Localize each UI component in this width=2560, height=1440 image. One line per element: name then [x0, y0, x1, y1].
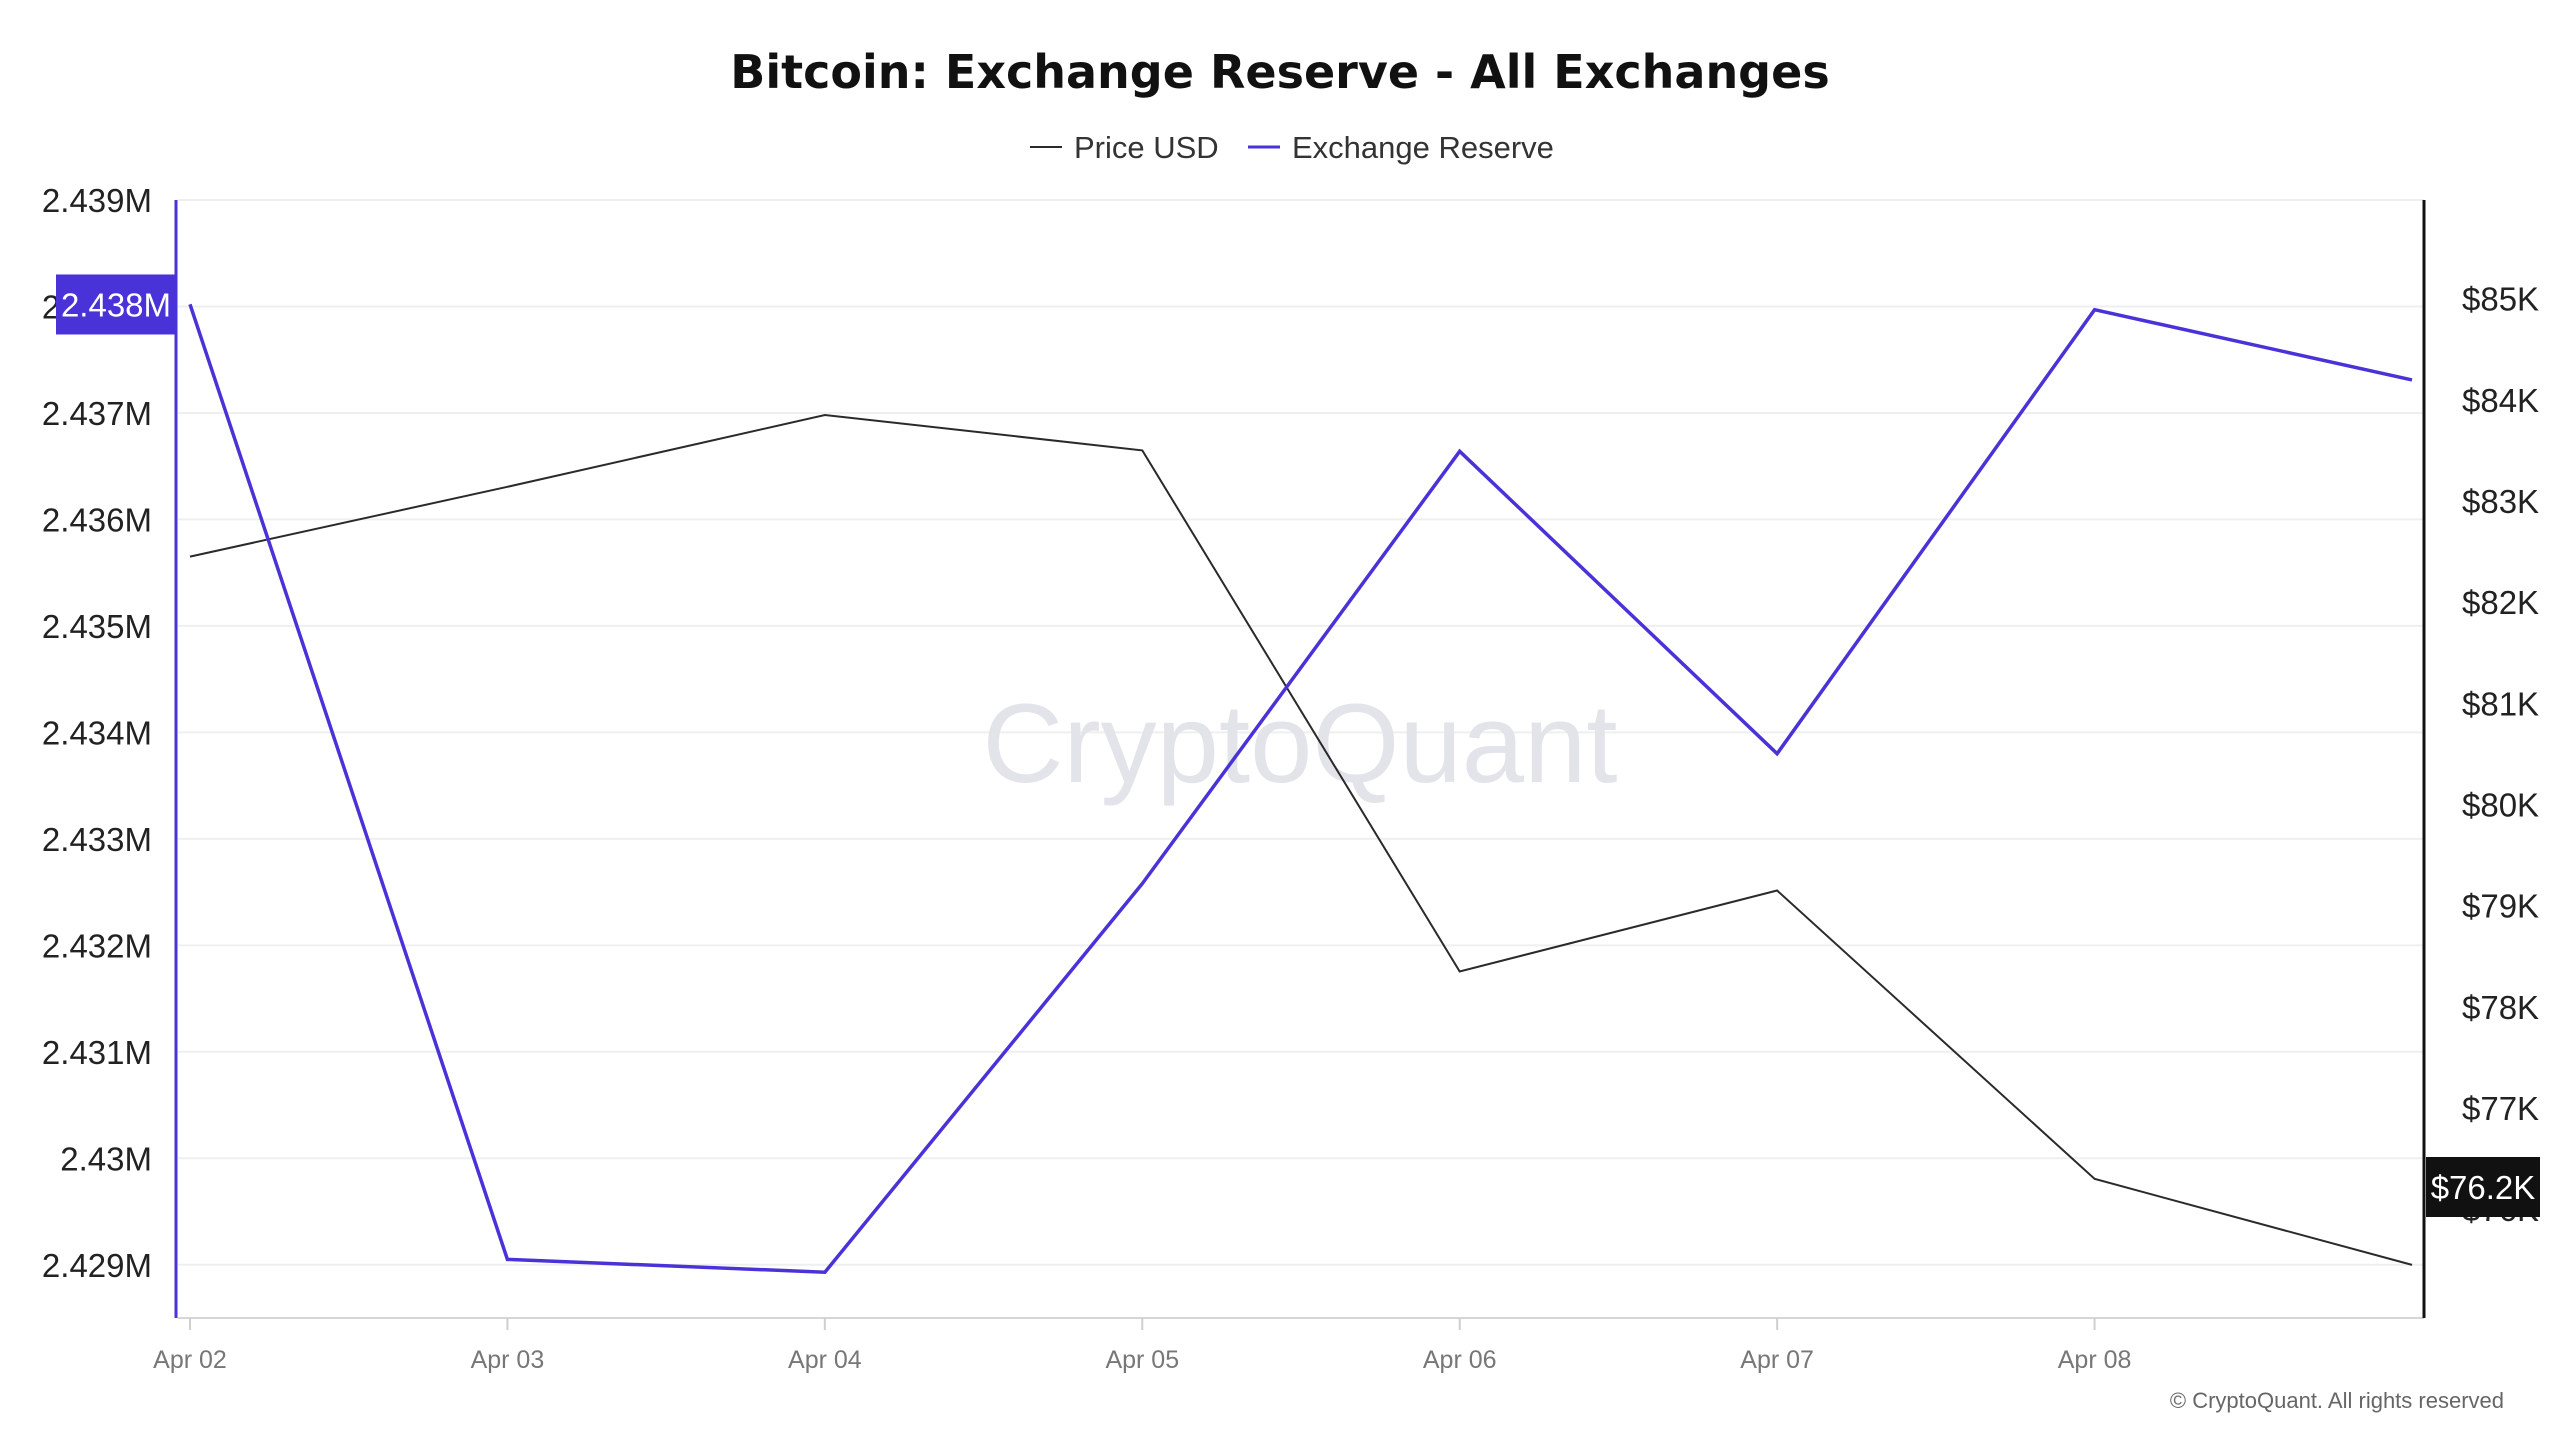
price-point[interactable] [1136, 444, 1148, 456]
x-tick-label: Apr 06 [1423, 1346, 1497, 1374]
left-tick-label: 2.431M [42, 1034, 152, 1071]
price-point[interactable] [2406, 1259, 2418, 1271]
right-tick-label: $79K [2462, 888, 2539, 925]
legend-reserve-label[interactable]: Exchange Reserve [1292, 130, 1554, 165]
right-value-marker [2426, 1157, 2540, 1217]
grid [178, 199, 2424, 1266]
reserve-point[interactable] [184, 298, 196, 310]
reserve-point[interactable] [1771, 748, 1783, 760]
right-value-marker-label: $76.2K [2431, 1169, 2536, 1206]
price-point[interactable] [1454, 966, 1466, 978]
left-tick-label: 2.439M [42, 182, 152, 219]
price-point[interactable] [819, 409, 831, 421]
right-tick-label: $78K [2462, 989, 2539, 1026]
reserve-point[interactable] [2089, 304, 2101, 316]
right-tick-label: $82K [2462, 584, 2539, 621]
right-tick-label: $77K [2462, 1090, 2539, 1127]
watermark: CryptoQuant [983, 681, 1618, 806]
right-tick-label: $80K [2462, 787, 2539, 824]
reserve-point[interactable] [819, 1266, 831, 1278]
price-usd-line[interactable] [189, 413, 2413, 1266]
price-point[interactable] [184, 551, 196, 563]
left-y-axis: 2.429M 2.43M 2.431M 2.432M 2.433M 2.434M 2.435… [42, 182, 178, 1318]
x-tick-label: Apr 07 [1740, 1346, 1814, 1374]
left-tick-label: 2.429M [42, 1247, 152, 1284]
right-tick-label: $81K [2462, 685, 2539, 722]
reserve-point[interactable] [501, 1253, 513, 1265]
left-tick-label: 2.436M [42, 501, 152, 538]
left-tick-label: 2.435M [42, 608, 152, 645]
x-tick-label: Apr 03 [471, 1346, 545, 1374]
copyright: © CryptoQuant. All rights reserved [2170, 1388, 2504, 1413]
price-point[interactable] [2089, 1173, 2101, 1185]
exchange-reserve-line[interactable] [188, 303, 2413, 1274]
right-tick-label: $83K [2462, 483, 2539, 520]
left-value-marker-label: 2.438M [61, 286, 171, 323]
x-tick-label: Apr 08 [2058, 1346, 2132, 1374]
left-tick-label: 2.437M [42, 395, 152, 432]
reserve-point[interactable] [2406, 374, 2418, 386]
left-tick-label: 2.433M [42, 821, 152, 858]
price-point[interactable] [1771, 885, 1783, 897]
x-tick-label: Apr 05 [1105, 1346, 1179, 1374]
x-axis: Apr 02 Apr 03 Apr 04 Apr 05 Apr 06 Apr 07 Apr … [153, 1317, 2424, 1374]
price-point[interactable] [501, 481, 513, 493]
left-tick-label: 2.43M [60, 1140, 152, 1177]
legend: Price USD Exchange Reserve [1030, 130, 1554, 165]
axis-markers: 2.438M $76.2K [56, 274, 2540, 1217]
right-tick-label: $85K [2462, 281, 2539, 318]
reserve-point[interactable] [1136, 878, 1148, 890]
x-tick-label: Apr 02 [153, 1346, 227, 1374]
x-tick-label: Apr 04 [788, 1346, 862, 1374]
chart-title: Bitcoin: Exchange Reserve - All Exchange… [730, 45, 1829, 99]
left-tick-label: 2.432M [42, 927, 152, 964]
legend-price-label[interactable]: Price USD [1074, 130, 1219, 165]
right-tick-label: $84K [2462, 382, 2539, 419]
right-y-axis: $76K$77K$78K$79K$80K$81K$82K$83K$84K$85K [2422, 200, 2539, 1318]
left-value-marker [56, 274, 176, 335]
left-tick-label: 2.434M [42, 714, 152, 751]
reserve-point[interactable] [1454, 445, 1466, 457]
